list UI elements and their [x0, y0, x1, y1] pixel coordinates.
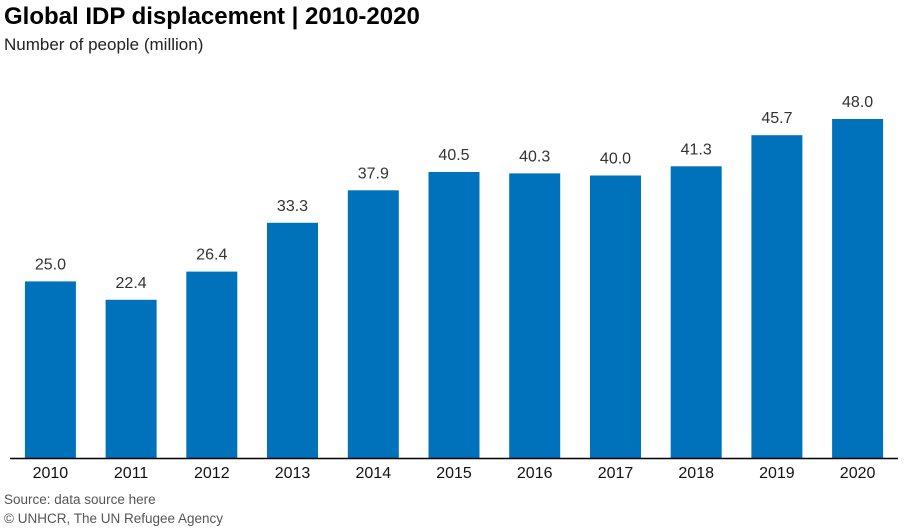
bar-2014 [347, 190, 399, 459]
bar-2017 [590, 175, 641, 458]
x-tick-label-2014: 2014 [356, 465, 392, 482]
bar-2012 [186, 271, 238, 458]
bar-2016 [509, 173, 561, 458]
chart-title: Global IDP displacement | 2010-2020 [4, 3, 420, 30]
data-label-2014: 37.9 [358, 165, 389, 182]
x-tick-label-2016: 2016 [517, 465, 553, 482]
bar-2013 [267, 222, 318, 458]
credit-note: © UNHCR, The UN Refugee Agency [4, 511, 224, 526]
chart-subtitle: Number of people (million) [4, 35, 204, 54]
x-tick-label-2011: 2011 [114, 465, 149, 482]
x-tick-label-2015: 2015 [436, 465, 472, 482]
data-label-2020: 48.0 [842, 94, 873, 111]
bar-2010 [24, 281, 76, 458]
x-tick-label-2012: 2012 [194, 465, 230, 482]
x-tick-label-2013: 2013 [275, 465, 311, 482]
bar-2018 [670, 166, 722, 459]
x-tick-label-2019: 2019 [759, 465, 795, 482]
x-tick-label-2017: 2017 [598, 465, 634, 482]
data-label-2016: 40.3 [519, 148, 550, 165]
data-label-2017: 40.0 [600, 151, 631, 168]
data-label-2012: 26.4 [196, 247, 227, 264]
data-label-2010: 25.0 [35, 256, 66, 273]
data-label-2019: 45.7 [761, 110, 792, 127]
source-note: Source: data source here [4, 492, 156, 507]
data-label-2011: 22.4 [116, 275, 147, 292]
x-tick-label-2020: 2020 [840, 465, 876, 482]
bar-2020 [832, 119, 884, 458]
bar-2011 [105, 299, 157, 458]
data-label-2015: 40.5 [438, 147, 469, 164]
bar-2015 [428, 172, 480, 458]
x-tick-label-2018: 2018 [678, 465, 714, 482]
bar-2019 [751, 135, 803, 458]
x-tick-label-2010: 2010 [33, 465, 69, 482]
data-label-2018: 41.3 [681, 141, 712, 158]
data-label-2013: 33.3 [277, 198, 308, 215]
